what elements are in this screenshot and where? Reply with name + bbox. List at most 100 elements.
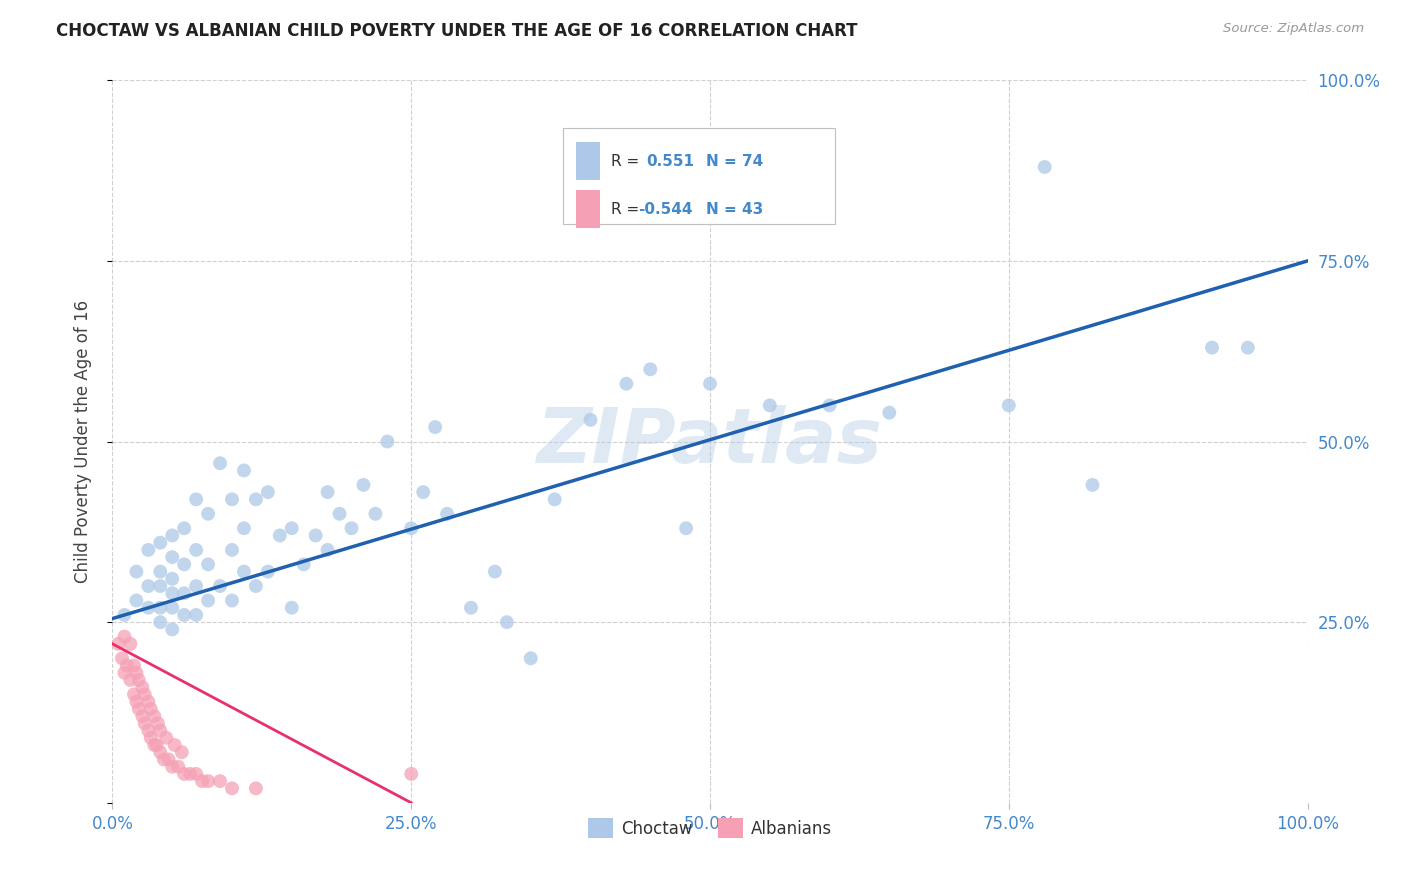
Point: [191, 774, 214, 789]
Point: [138, 723, 160, 738]
Point: [114, 630, 135, 644]
Text: Source: ZipAtlas.com: Source: ZipAtlas.com: [1223, 22, 1364, 36]
Point: [340, 521, 363, 535]
Point: [364, 507, 387, 521]
Point: [401, 767, 423, 781]
Point: [155, 731, 177, 745]
Point: [145, 738, 167, 752]
Point: [162, 586, 183, 600]
Point: [143, 709, 166, 723]
Point: [221, 492, 243, 507]
Point: [197, 774, 219, 789]
Point: [233, 565, 256, 579]
Point: [818, 398, 841, 412]
Point: [120, 637, 142, 651]
Point: [162, 528, 183, 542]
Legend: Choctaw, Albanians: Choctaw, Albanians: [581, 812, 839, 845]
Point: [675, 521, 697, 535]
Point: [139, 731, 162, 745]
Point: [699, 376, 721, 391]
Point: [111, 651, 134, 665]
Point: [292, 558, 315, 572]
Point: [114, 607, 135, 622]
Point: [163, 738, 186, 752]
Point: [162, 623, 183, 637]
Point: [377, 434, 399, 449]
Point: [425, 420, 447, 434]
Y-axis label: Child Poverty Under the Age of 16: Child Poverty Under the Age of 16: [73, 300, 91, 583]
Point: [998, 398, 1021, 412]
Point: [162, 572, 183, 586]
Point: [128, 702, 150, 716]
Point: [257, 485, 280, 500]
Point: [245, 579, 267, 593]
Point: [138, 695, 160, 709]
Point: [496, 615, 519, 630]
Point: [125, 665, 148, 680]
Point: [157, 752, 180, 766]
Point: [209, 774, 232, 789]
Point: [128, 673, 150, 687]
Point: [640, 362, 662, 376]
Point: [233, 521, 256, 535]
Point: [186, 492, 208, 507]
Point: [143, 738, 166, 752]
Point: [412, 485, 434, 500]
Point: [1033, 160, 1056, 174]
Point: [879, 406, 901, 420]
Point: [170, 745, 193, 759]
Text: CHOCTAW VS ALBANIAN CHILD POVERTY UNDER THE AGE OF 16 CORRELATION CHART: CHOCTAW VS ALBANIAN CHILD POVERTY UNDER …: [56, 22, 858, 40]
Point: [125, 695, 148, 709]
Point: [543, 492, 565, 507]
Point: [281, 521, 304, 535]
Point: [484, 565, 506, 579]
Point: [149, 579, 172, 593]
Point: [221, 542, 243, 557]
Point: [579, 413, 602, 427]
Point: [233, 463, 256, 477]
Point: [1081, 478, 1104, 492]
Point: [139, 702, 162, 716]
Point: [179, 767, 201, 781]
Point: [316, 485, 339, 500]
Point: [134, 716, 156, 731]
Point: [115, 658, 138, 673]
Point: [401, 521, 423, 535]
Point: [186, 767, 208, 781]
Point: [138, 579, 160, 593]
Point: [186, 542, 208, 557]
Point: [149, 600, 172, 615]
Text: -0.544: -0.544: [638, 202, 693, 217]
Point: [149, 745, 172, 759]
Point: [173, 607, 195, 622]
Text: 0.551: 0.551: [647, 153, 695, 169]
Point: [173, 521, 195, 535]
Text: R =: R =: [612, 153, 644, 169]
Point: [173, 586, 195, 600]
Point: [197, 593, 219, 607]
Point: [149, 535, 172, 549]
Point: [125, 593, 148, 607]
Point: [616, 376, 638, 391]
Point: [138, 542, 160, 557]
Point: [329, 507, 352, 521]
Point: [209, 579, 232, 593]
Point: [1237, 341, 1260, 355]
Point: [305, 528, 328, 542]
Point: [149, 723, 172, 738]
Point: [257, 565, 280, 579]
Point: [186, 579, 208, 593]
Point: [114, 665, 135, 680]
Point: [162, 760, 183, 774]
Point: [245, 781, 267, 796]
Point: [162, 550, 183, 565]
Point: [197, 507, 219, 521]
Point: [131, 680, 153, 694]
Point: [352, 478, 374, 492]
Point: [759, 398, 782, 412]
Point: [269, 528, 291, 542]
Point: [134, 687, 156, 701]
Point: [122, 687, 145, 701]
Point: [120, 673, 142, 687]
Point: [149, 565, 172, 579]
